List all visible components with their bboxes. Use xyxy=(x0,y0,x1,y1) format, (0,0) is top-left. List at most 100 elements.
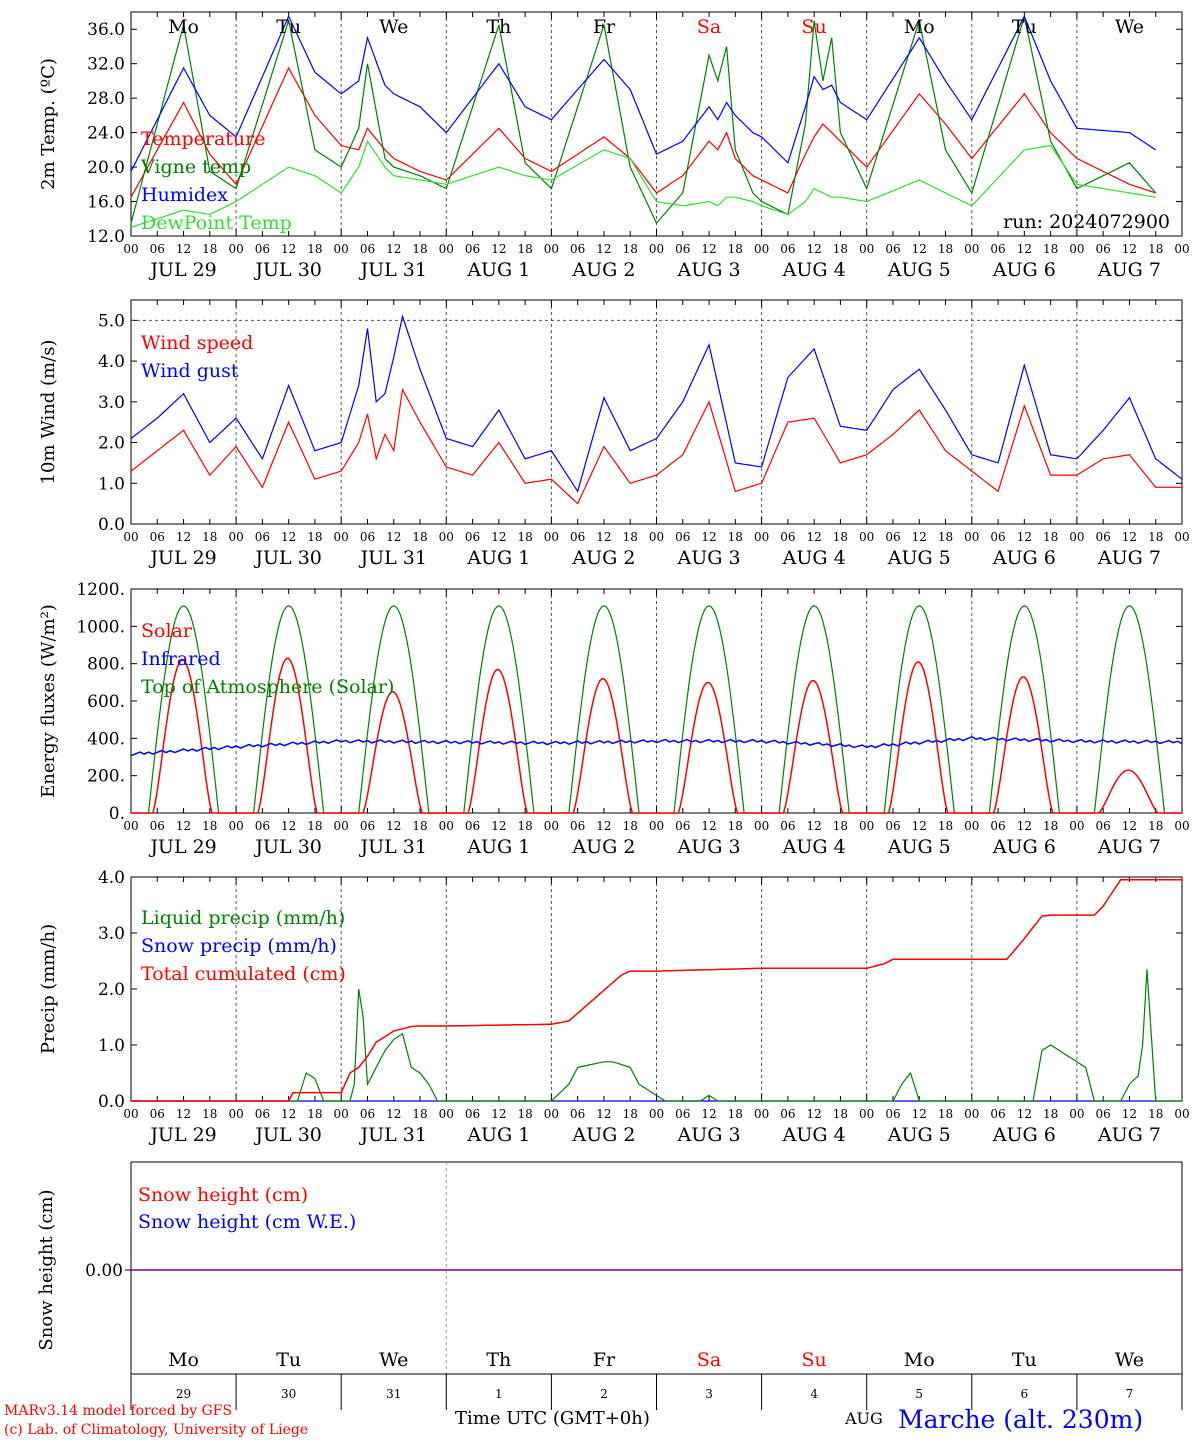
hour-tick-label: 18 xyxy=(202,530,217,544)
hour-tick-label: 18 xyxy=(1043,819,1058,833)
date-label: JUL 29 xyxy=(148,259,216,281)
hour-tick-label: 12 xyxy=(1122,1107,1137,1121)
y-tick-label: 2.0 xyxy=(98,434,125,454)
hour-tick-label: 06 xyxy=(990,530,1005,544)
date-label: JUL 29 xyxy=(148,836,216,858)
hour-tick-label: 06 xyxy=(780,1107,795,1121)
hour-tick-label: 12 xyxy=(807,1107,822,1121)
hour-tick-label: 06 xyxy=(780,819,795,833)
hour-tick-label: 00 xyxy=(649,1107,664,1121)
hour-tick-label: 18 xyxy=(623,819,638,833)
day-number-label: 2 xyxy=(600,1387,608,1401)
hour-tick-label: 06 xyxy=(570,1107,585,1121)
hour-tick-label: 00 xyxy=(754,242,769,256)
legend-humidex: Humidex xyxy=(141,184,228,206)
hour-tick-label: 18 xyxy=(412,530,427,544)
hour-tick-label: 18 xyxy=(1148,242,1163,256)
y-tick-label: 600. xyxy=(87,692,125,712)
hour-tick-label: 00 xyxy=(544,819,559,833)
series-total-cumulated xyxy=(131,879,1182,1102)
hour-tick-label: 06 xyxy=(150,819,165,833)
hour-tick-label: 00 xyxy=(334,242,349,256)
hour-tick-label: 06 xyxy=(150,1107,165,1121)
hour-tick-label: 12 xyxy=(491,1107,506,1121)
hour-tick-label: 06 xyxy=(885,819,900,833)
hour-tick-label: 00 xyxy=(439,530,454,544)
hour-tick-label: 18 xyxy=(938,819,953,833)
legend-snow-height-cm: Snow height (cm) xyxy=(138,1184,308,1206)
hour-tick-label: 06 xyxy=(780,530,795,544)
hour-tick-label: 06 xyxy=(885,530,900,544)
hour-tick-label: 12 xyxy=(701,530,716,544)
hour-tick-label: 12 xyxy=(176,242,191,256)
hour-tick-label: 18 xyxy=(1148,819,1163,833)
hour-tick-label: 18 xyxy=(307,242,322,256)
hour-tick-label: 06 xyxy=(465,242,480,256)
legend-wind-speed: Wind speed xyxy=(141,332,253,354)
hour-tick-label: 12 xyxy=(596,530,611,544)
hour-tick-label: 18 xyxy=(412,819,427,833)
hour-tick-label: 06 xyxy=(675,242,690,256)
month-label: AUG xyxy=(844,1409,883,1428)
hour-tick-label: 06 xyxy=(1096,1107,1111,1121)
y-axis-label: Precip (mm/h) xyxy=(38,924,59,1054)
date-label: AUG 3 xyxy=(677,1124,741,1146)
hour-tick-label: 00 xyxy=(964,1107,979,1121)
legend-infrared: Infrared xyxy=(141,648,221,670)
hour-tick-label: 00 xyxy=(754,819,769,833)
weekday-label: Sa xyxy=(697,1349,721,1371)
hour-tick-label: 12 xyxy=(701,819,716,833)
weekday-label: Th xyxy=(486,1349,511,1371)
hour-tick-label: 12 xyxy=(596,1107,611,1121)
weekday-label: Mo xyxy=(904,16,935,38)
hour-tick-label: 06 xyxy=(1096,530,1111,544)
y-axis-label: Snow height (cm) xyxy=(36,1189,57,1350)
y-tick-label: 20.0 xyxy=(87,158,125,178)
plot-frame xyxy=(130,588,1183,814)
hour-tick-label: 00 xyxy=(334,1107,349,1121)
hour-tick-label: 12 xyxy=(912,530,927,544)
hour-tick-label: 00 xyxy=(228,1107,243,1121)
hour-tick-label: 12 xyxy=(176,530,191,544)
panel-precip: 00 06 12 18 JUL 29 00 06 12 18 JUL 30 00 06 12 18 JUL … xyxy=(38,868,1190,1146)
date-label: JUL 30 xyxy=(253,259,321,281)
hour-tick-label: 00 xyxy=(649,530,664,544)
hour-tick-label: 00 xyxy=(334,530,349,544)
hour-tick-label: 18 xyxy=(938,242,953,256)
hour-tick-label: 12 xyxy=(1017,530,1032,544)
series-dewpoint-temp xyxy=(130,139,1156,228)
y-tick-label: 0.00 xyxy=(85,1261,123,1281)
hour-tick-label: 06 xyxy=(570,242,585,256)
panel-snow: 0.00 Snow height (cm) Snow height (cm) Snow… xyxy=(36,1161,1183,1410)
series-infrared xyxy=(130,735,1183,757)
day-number-label: 6 xyxy=(1021,1387,1029,1401)
hour-tick-label: 12 xyxy=(386,819,401,833)
hour-tick-label: 00 xyxy=(649,819,664,833)
weekday-label: Tu xyxy=(276,1349,301,1371)
date-label: AUG 6 xyxy=(992,836,1056,858)
hour-tick-label: 06 xyxy=(150,242,165,256)
hour-tick-label: 06 xyxy=(360,242,375,256)
hour-tick-label: 00 xyxy=(123,530,138,544)
date-label: JUL 31 xyxy=(359,1124,427,1146)
y-tick-label: 32.0 xyxy=(87,55,125,75)
plot-frame xyxy=(130,299,1183,525)
hour-tick-label: 00 xyxy=(123,242,138,256)
weekday-label: Tu xyxy=(1012,16,1037,38)
y-tick-label: 400. xyxy=(87,729,125,749)
hour-tick-label: 18 xyxy=(728,819,743,833)
y-tick-label: 5.0 xyxy=(98,311,125,331)
hour-tick-label: 12 xyxy=(281,819,296,833)
y-tick-label: 28.0 xyxy=(87,89,125,109)
series-humidex xyxy=(130,14,1157,172)
hour-tick-label: 18 xyxy=(623,530,638,544)
y-tick-label: 4.0 xyxy=(98,352,125,372)
day-number-label: 4 xyxy=(810,1387,818,1401)
hour-tick-label: 18 xyxy=(1148,1107,1163,1121)
y-tick-label: 200. xyxy=(87,767,125,787)
legend-solar: Solar xyxy=(141,620,193,642)
hour-tick-label: 18 xyxy=(938,530,953,544)
hour-tick-label: 18 xyxy=(833,1107,848,1121)
date-label: AUG 2 xyxy=(571,259,635,281)
